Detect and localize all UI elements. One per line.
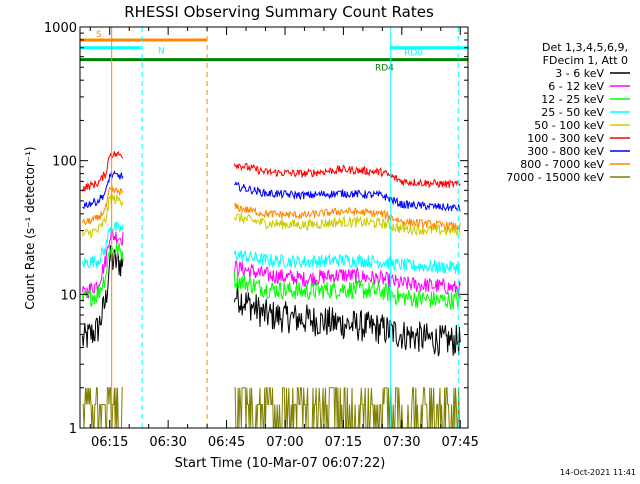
flag-label-rd4: RD4 bbox=[375, 64, 394, 74]
plot-frame bbox=[79, 26, 469, 429]
legend-label-8: 800 - 7000 keV bbox=[520, 158, 604, 171]
legend-label-7: 300 - 800 keV bbox=[527, 145, 604, 158]
series-line-8-segment-2 bbox=[233, 201, 461, 232]
chart-title: RHESSI Observing Summary Count Rates bbox=[124, 3, 434, 21]
flag-label-s: S bbox=[96, 30, 102, 40]
series-line-9-segment-1 bbox=[82, 387, 123, 429]
x-tick-label-0615: 06:15 bbox=[91, 435, 128, 450]
series-line-8-segment-1 bbox=[82, 184, 124, 226]
series-line-7-segment-2 bbox=[234, 181, 461, 212]
series-6-12keV bbox=[82, 228, 461, 299]
y-tick-label-1000: 1000 bbox=[44, 21, 77, 36]
legend-header-line-1: Det 1,3,4,5,6,9, bbox=[542, 41, 628, 54]
series-line-3-segment-1 bbox=[82, 242, 124, 307]
series-layer bbox=[82, 150, 461, 429]
flag-label-rd0: RD0 bbox=[404, 49, 423, 59]
footer-date: 14-Oct-2021 11:41 bbox=[560, 468, 636, 477]
legend-label-5: 50 - 100 keV bbox=[534, 119, 604, 132]
series-line-3-segment-2 bbox=[233, 271, 461, 310]
legend-label-3: 12 - 25 keV bbox=[541, 93, 604, 106]
x-axis-label: Start Time (10-Mar-07 06:07:22) bbox=[175, 456, 386, 471]
x-tick-label-0745: 07:45 bbox=[441, 435, 478, 450]
series-300-800keV bbox=[82, 170, 461, 212]
series-7000-15000keV bbox=[82, 387, 461, 429]
series-100-300keV bbox=[82, 150, 461, 192]
series-line-7-segment-1 bbox=[82, 170, 124, 210]
series-line-5-segment-1 bbox=[82, 193, 124, 240]
legend-label-6: 100 - 300 keV bbox=[527, 132, 604, 145]
series-line-2-segment-1 bbox=[82, 228, 124, 299]
legend-label-1: 3 - 6 keV bbox=[555, 67, 604, 80]
y-axis-label: Count Rate (s⁻¹ detector⁻¹) bbox=[23, 146, 37, 309]
series-line-1-segment-2 bbox=[233, 282, 461, 357]
legend-header: Det 1,3,4,5,6,9,FDecim 1, Att 0 bbox=[542, 41, 628, 67]
legend-header-line-2: FDecim 1, Att 0 bbox=[543, 54, 628, 67]
legend-label-4: 25 - 50 keV bbox=[541, 106, 604, 119]
series-3-6keV bbox=[82, 245, 461, 357]
series-line-6-segment-1 bbox=[82, 150, 124, 192]
axes-layer: 1 10 100 1000 06:15 06:30 06:45 07:00 07:15 07:30… bbox=[44, 21, 479, 450]
series-line-4-segment-1 bbox=[82, 221, 124, 269]
y-tick-label-100: 100 bbox=[52, 155, 77, 170]
series-line-4-segment-2 bbox=[233, 250, 461, 275]
legend-label-9: 7000 - 15000 keV bbox=[506, 171, 604, 184]
x-tick-label-0730: 07:30 bbox=[383, 435, 420, 450]
legend-label-2: 6 - 12 keV bbox=[548, 80, 604, 93]
series-line-6-segment-2 bbox=[233, 162, 461, 189]
markers-layer: S N RD0 RD4 bbox=[80, 27, 468, 428]
series-line-9-segment-2 bbox=[234, 387, 461, 429]
y-tick-label-1: 1 bbox=[69, 422, 77, 437]
x-tick-label-0645: 06:45 bbox=[208, 435, 245, 450]
series-line-2-segment-2 bbox=[233, 260, 461, 297]
series-12-25keV bbox=[82, 242, 461, 310]
series-line-1-segment-1 bbox=[82, 245, 124, 348]
x-tick-label-0715: 07:15 bbox=[325, 435, 362, 450]
x-tick-label-0630: 06:30 bbox=[149, 435, 186, 450]
flag-label-n: N bbox=[158, 47, 165, 57]
y-tick-label-10: 10 bbox=[60, 288, 77, 303]
series-25-50keV bbox=[82, 221, 461, 275]
series-800-7000keV bbox=[82, 184, 461, 232]
x-tick-label-0700: 07:00 bbox=[266, 435, 303, 450]
